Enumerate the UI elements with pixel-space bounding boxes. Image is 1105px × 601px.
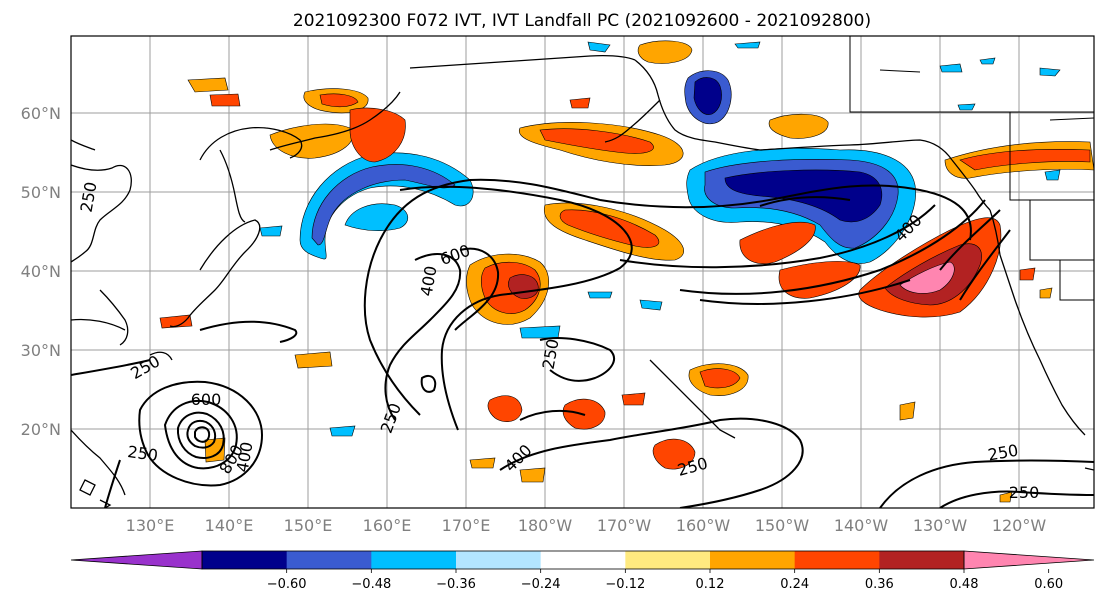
colorbar-tick-label: −0.24 — [521, 577, 561, 592]
colorbar-cell — [625, 551, 711, 569]
lon-label: 180°W — [518, 516, 573, 535]
colorbar-cells — [71, 551, 1094, 569]
map-content: 250 250 250 250 250 250 250 250 400 400 … — [71, 36, 1094, 508]
lon-label: 140°W — [834, 516, 889, 535]
colorbar-cell — [794, 551, 880, 569]
colorbar-tick-label: 0.24 — [780, 577, 809, 592]
colorbar-outline-right — [963, 550, 1095, 570]
political-borders — [849, 36, 1094, 301]
colorbar-tick-label: 0.36 — [865, 577, 894, 592]
colorbar: −0.60 −0.48 −0.36 −0.24 −0.12 0.12 0.24 0.36 0.4… — [70, 550, 1095, 592]
lon-label: 170°E — [442, 516, 491, 535]
positive-ivt-pc-shading — [159, 40, 1094, 503]
colorbar-tick-label: −0.36 — [436, 577, 476, 592]
latitude-labels: 20°N 30°N 40°N 50°N 60°N — [21, 104, 61, 439]
colorbar-tick-label: 0.48 — [950, 577, 979, 592]
colorbar-tick-label: −0.48 — [351, 577, 391, 592]
colorbar-tick-label: −0.60 — [267, 577, 307, 592]
lon-label: 150°W — [755, 516, 810, 535]
colorbar-cell — [202, 551, 288, 569]
colorbar-extend-high — [964, 551, 1094, 569]
colorbar-cell — [286, 551, 372, 569]
colorbar-tick-label: 0.60 — [1034, 577, 1063, 592]
colorbar-cell — [456, 551, 542, 569]
colorbar-cell — [371, 551, 457, 569]
lat-label-30n: 30°N — [21, 341, 61, 360]
coastlines — [71, 54, 1094, 508]
colorbar-tick-label: 0.12 — [696, 577, 725, 592]
lat-label-50n: 50°N — [21, 183, 61, 202]
colorbar-cell — [540, 551, 626, 569]
map-title: 2021092300 F072 IVT, IVT Landfall PC (20… — [293, 11, 871, 31]
longitude-labels: 130°E 140°E 150°E 160°E 170°E 180°W 170°… — [126, 516, 1047, 535]
contour-label: 250 — [1009, 483, 1040, 502]
ivt-contours — [71, 178, 1094, 508]
colorbar-cell — [879, 551, 965, 569]
lat-label-40n: 40°N — [21, 262, 61, 281]
lon-label: 120°W — [992, 516, 1047, 535]
lat-label-60n: 60°N — [21, 104, 61, 123]
lon-label: 150°E — [284, 516, 333, 535]
colorbar-ticks: −0.60 −0.48 −0.36 −0.24 −0.12 0.12 0.24 0.36 0.4… — [267, 569, 1063, 592]
lon-label: 130°E — [126, 516, 175, 535]
contour-label: 600 — [191, 390, 222, 409]
map-frame — [70, 35, 1095, 509]
negative-ivt-pc-shading — [259, 41, 1061, 437]
lon-label: 130°W — [913, 516, 968, 535]
lon-label: 140°E — [205, 516, 254, 535]
colorbar-cell — [710, 551, 796, 569]
lon-label: 160°W — [676, 516, 731, 535]
contour-label: 250 — [126, 442, 159, 465]
lon-label: 170°W — [597, 516, 652, 535]
lat-label-20n: 20°N — [21, 420, 61, 439]
colorbar-tick-label: −0.12 — [605, 577, 645, 592]
colorbar-extend-low — [71, 551, 202, 569]
lon-label: 160°E — [363, 516, 412, 535]
